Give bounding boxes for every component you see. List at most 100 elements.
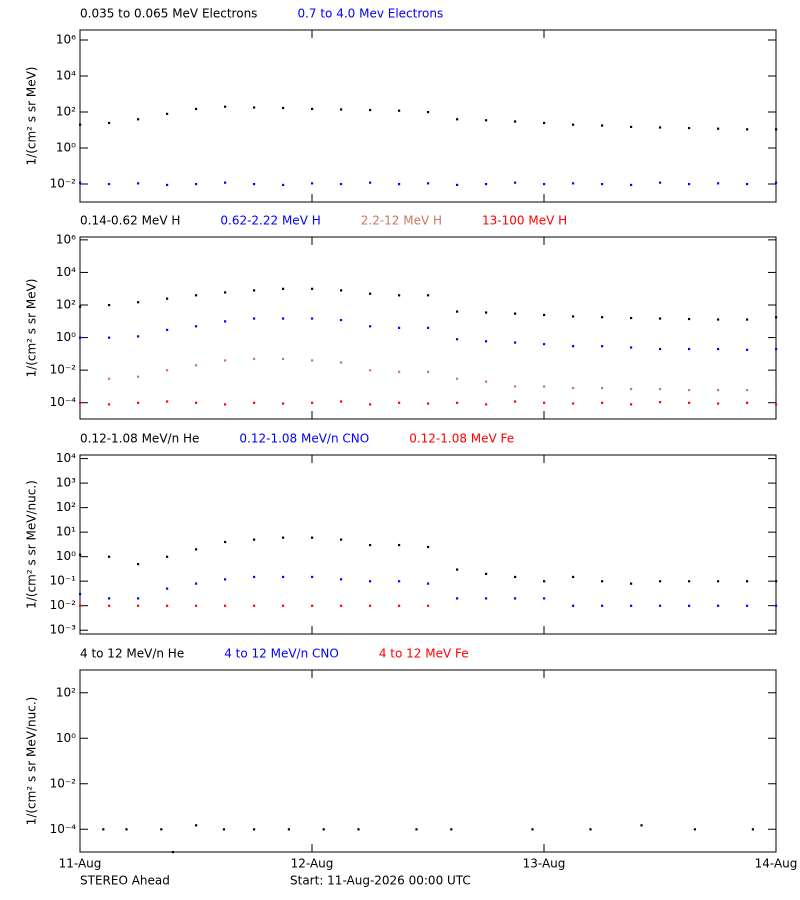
- data-point: [572, 182, 575, 185]
- data-point: [137, 597, 140, 600]
- data-point: [456, 597, 459, 600]
- data-point: [543, 580, 546, 583]
- data-point: [688, 604, 691, 607]
- data-point: [224, 105, 227, 108]
- y-tick-label: 10⁻²: [50, 177, 77, 191]
- data-point: [171, 851, 174, 854]
- data-point: [398, 604, 401, 607]
- y-tick-label: 10²: [56, 298, 76, 312]
- data-point: [456, 377, 459, 380]
- data-point: [688, 317, 691, 321]
- data-point: [166, 400, 169, 403]
- data-point: [224, 320, 227, 323]
- data-point: [369, 181, 372, 184]
- data-point: [572, 387, 575, 390]
- y-tick-label: 10⁴: [56, 451, 76, 465]
- data-point: [514, 597, 517, 600]
- data-point: [340, 289, 343, 292]
- data-point: [717, 182, 720, 185]
- y-tick-label: 10⁻³: [50, 623, 77, 637]
- data-point: [282, 536, 285, 539]
- y-tick-label: 10³: [56, 476, 76, 490]
- data-point: [137, 604, 140, 607]
- data-point: [775, 181, 778, 184]
- data-point: [456, 118, 459, 121]
- data-point: [398, 370, 401, 373]
- y-tick-label: 10²: [56, 105, 76, 119]
- data-point: [543, 385, 546, 388]
- data-point: [630, 403, 633, 406]
- data-point: [253, 183, 256, 186]
- data-point: [746, 128, 749, 131]
- data-point: [357, 828, 360, 831]
- data-point: [751, 828, 754, 831]
- data-point: [340, 183, 343, 186]
- data-point: [137, 182, 140, 185]
- y-tick-label: 10⁻²: [50, 598, 77, 612]
- data-point: [79, 401, 82, 404]
- data-point: [572, 575, 575, 579]
- data-point: [543, 401, 546, 404]
- data-point: [282, 604, 285, 607]
- caption-right: Start: 11-Aug-2026 00:00 UTC: [290, 874, 471, 888]
- data-point: [630, 346, 633, 349]
- data-point: [601, 183, 604, 186]
- y-tick-label: 10⁻¹: [50, 574, 77, 588]
- data-point: [340, 578, 343, 581]
- data-point: [659, 181, 662, 184]
- data-point: [514, 181, 517, 184]
- data-point: [79, 553, 82, 556]
- data-point: [102, 828, 105, 831]
- x-tick-label: 12-Aug: [291, 857, 334, 871]
- data-point: [125, 828, 128, 831]
- legend-entry: 0.12-1.08 MeV Fe: [409, 432, 514, 446]
- legend-entry: 0.14-0.62 MeV H: [80, 214, 180, 228]
- data-point: [166, 604, 169, 607]
- data-point: [659, 401, 662, 404]
- data-point: [717, 604, 720, 607]
- data-point: [369, 325, 372, 328]
- data-point: [572, 604, 575, 607]
- y-tick-label: 10⁻²: [50, 776, 77, 790]
- data-point: [746, 580, 749, 583]
- data-point: [79, 181, 82, 184]
- y-tick-label: 10⁴: [56, 265, 76, 279]
- data-point: [195, 401, 198, 404]
- data-point: [282, 575, 285, 579]
- data-point: [572, 402, 575, 405]
- data-point: [340, 361, 343, 364]
- data-point: [746, 348, 749, 351]
- data-point: [688, 183, 691, 186]
- data-point: [166, 587, 169, 590]
- data-point: [688, 126, 691, 130]
- data-point: [195, 294, 198, 297]
- data-point: [572, 345, 575, 348]
- data-point: [775, 604, 778, 607]
- legend-entry: 4 to 12 MeV Fe: [379, 647, 469, 661]
- data-point: [137, 301, 140, 304]
- data-point: [108, 183, 111, 186]
- data-point: [775, 347, 778, 351]
- x-tick-label: 13-Aug: [523, 857, 566, 871]
- y-tick-label: 10⁰: [56, 731, 76, 745]
- data-point: [450, 828, 453, 831]
- data-point: [79, 123, 82, 126]
- data-point: [589, 828, 592, 831]
- data-point: [137, 335, 140, 338]
- data-point: [514, 120, 517, 123]
- legend-entry: 0.12-1.08 MeV/n He: [80, 432, 199, 446]
- x-tick-label: 11-Aug: [59, 857, 102, 871]
- data-point: [775, 128, 778, 131]
- data-point: [688, 580, 691, 583]
- data-point: [630, 604, 633, 607]
- data-point: [253, 401, 256, 404]
- data-point: [108, 304, 111, 307]
- y-axis-title: 1/(cm² s sr MeV/nuc.): [25, 697, 39, 826]
- data-point: [746, 183, 749, 186]
- data-point: [514, 341, 517, 344]
- data-point: [108, 597, 111, 600]
- legend-entry: 4 to 12 MeV/n He: [80, 647, 184, 661]
- data-point: [630, 183, 633, 187]
- y-axis-title: 1/(cm² s sr MeV): [25, 279, 39, 378]
